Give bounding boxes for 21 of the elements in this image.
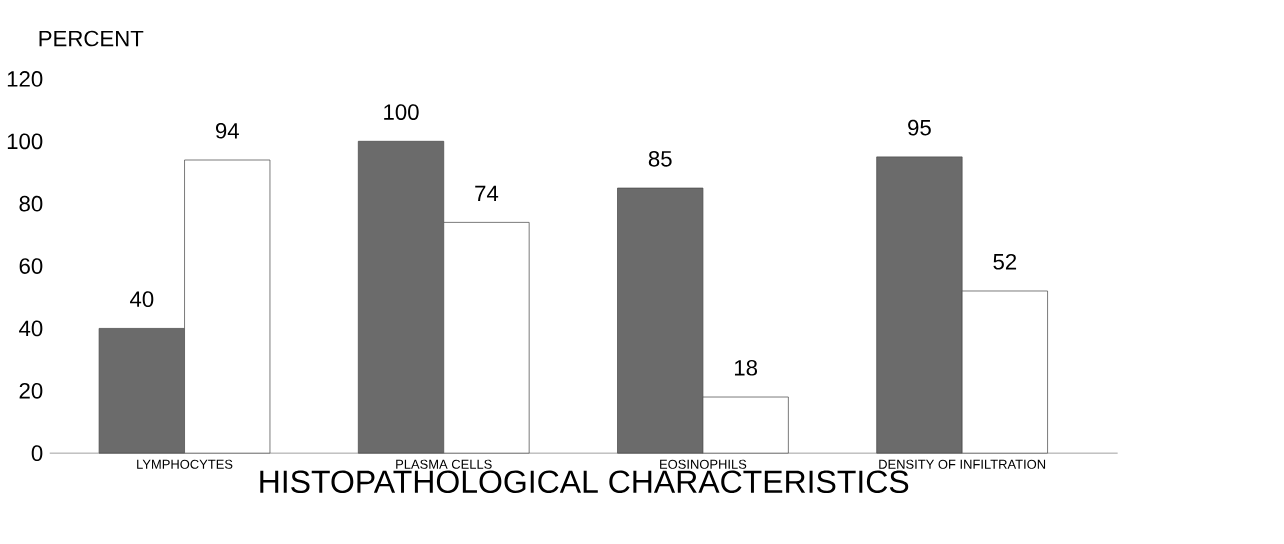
x-tick-label: PLASMA CELLS (396, 459, 492, 469)
y-tick-label: 40 (19, 320, 43, 337)
y-tick-label: 100 (7, 133, 43, 150)
y-tick-label: 60 (19, 258, 43, 274)
data-label: 52 (993, 253, 1017, 270)
y-axis-title: PERCENT (39, 30, 144, 47)
y-tick-label: 0 (31, 445, 43, 461)
data-label: 40 (130, 291, 154, 307)
x-tick-label: DENSITY OF INFILTRATION (879, 459, 1046, 469)
x-tick-label: LYMPHOCYTES (137, 459, 233, 469)
data-label: 94 (215, 122, 239, 139)
x-axis-title: HISTOPATHOLOGICAL CHARACTERISTICS (260, 470, 909, 493)
data-label: 85 (648, 150, 672, 167)
y-tick-label: 80 (19, 195, 43, 212)
y-tick-label: 120 (7, 71, 43, 87)
y-tick-label: 20 (19, 382, 43, 399)
data-label: 74 (475, 185, 499, 201)
data-label: 95 (908, 119, 931, 136)
x-tick-label: EOSINOPHILS (660, 459, 747, 469)
data-label: 100 (384, 104, 419, 120)
data-label: 18 (734, 359, 758, 376)
